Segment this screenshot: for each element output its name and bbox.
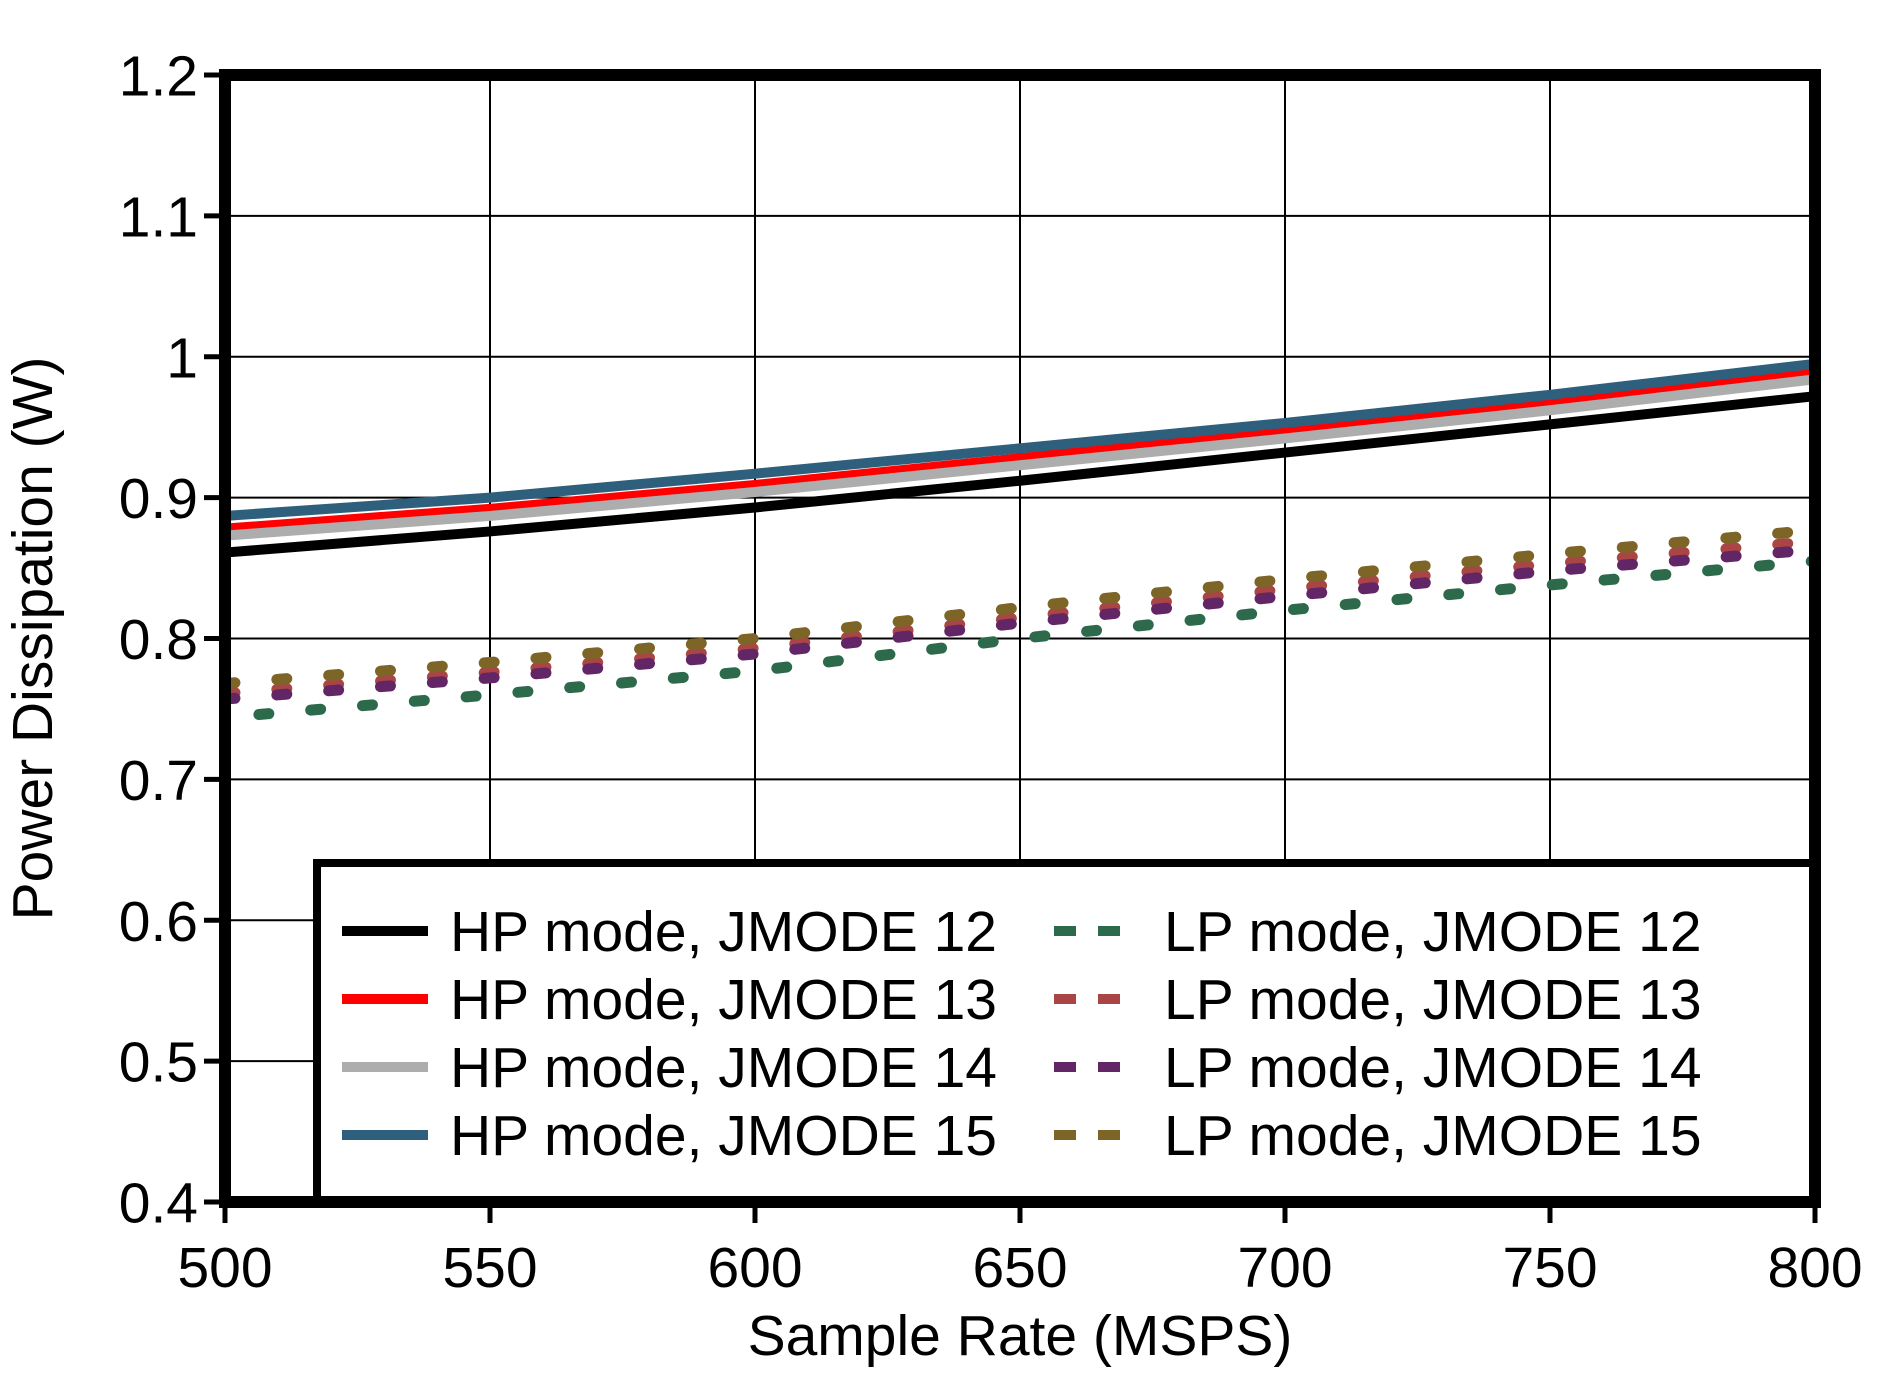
y-tick-label: 0.4 xyxy=(119,1172,198,1236)
x-tick-label: 500 xyxy=(177,1236,272,1300)
x-tick-label: 800 xyxy=(1767,1236,1862,1300)
x-axis-title: Sample Rate (MSPS) xyxy=(748,1304,1293,1368)
y-tick-label: 1.1 xyxy=(119,185,198,249)
y-tick-label: 0.5 xyxy=(119,1031,198,1095)
y-tick-label: 0.9 xyxy=(119,467,198,531)
legend-label: LP mode, JMODE 13 xyxy=(1164,968,1702,1032)
legend-label: HP mode, JMODE 15 xyxy=(450,1104,997,1168)
y-tick-label: 0.8 xyxy=(119,608,198,672)
legend-label: HP mode, JMODE 12 xyxy=(450,900,997,964)
y-tick-label: 1.2 xyxy=(119,45,198,109)
legend-label: LP mode, JMODE 14 xyxy=(1164,1036,1702,1100)
legend-label: HP mode, JMODE 14 xyxy=(450,1036,997,1100)
series-line-hp-mode-jmode-13 xyxy=(224,367,1816,534)
legend-label: LP mode, JMODE 15 xyxy=(1164,1104,1702,1168)
x-tick-label: 600 xyxy=(707,1236,802,1300)
legend-label: LP mode, JMODE 12 xyxy=(1164,900,1702,964)
series-line-lp-mode-jmode-14 xyxy=(219,544,1821,705)
series-line-hp-mode-jmode-14 xyxy=(224,374,1816,541)
y-tick-label: 0.6 xyxy=(119,890,198,954)
y-axis-title: Power Dissipation (W) xyxy=(1,357,65,921)
x-tick-label: 700 xyxy=(1237,1236,1332,1300)
legend-label: HP mode, JMODE 13 xyxy=(450,968,997,1032)
x-tick-label: 650 xyxy=(972,1236,1067,1300)
legend-box xyxy=(313,859,1817,1204)
x-tick-label: 750 xyxy=(1502,1236,1597,1300)
series-line-lp-mode-jmode-12 xyxy=(219,555,1821,723)
y-tick-label: 0.7 xyxy=(119,749,198,813)
series-line-lp-mode-jmode-13 xyxy=(219,535,1821,699)
y-tick-label: 1 xyxy=(166,326,198,390)
x-tick-label: 550 xyxy=(442,1236,537,1300)
series-line-hp-mode-jmode-15 xyxy=(224,358,1816,521)
series-line-lp-mode-jmode-15 xyxy=(219,524,1821,690)
series-line-hp-mode-jmode-12 xyxy=(224,391,1816,558)
